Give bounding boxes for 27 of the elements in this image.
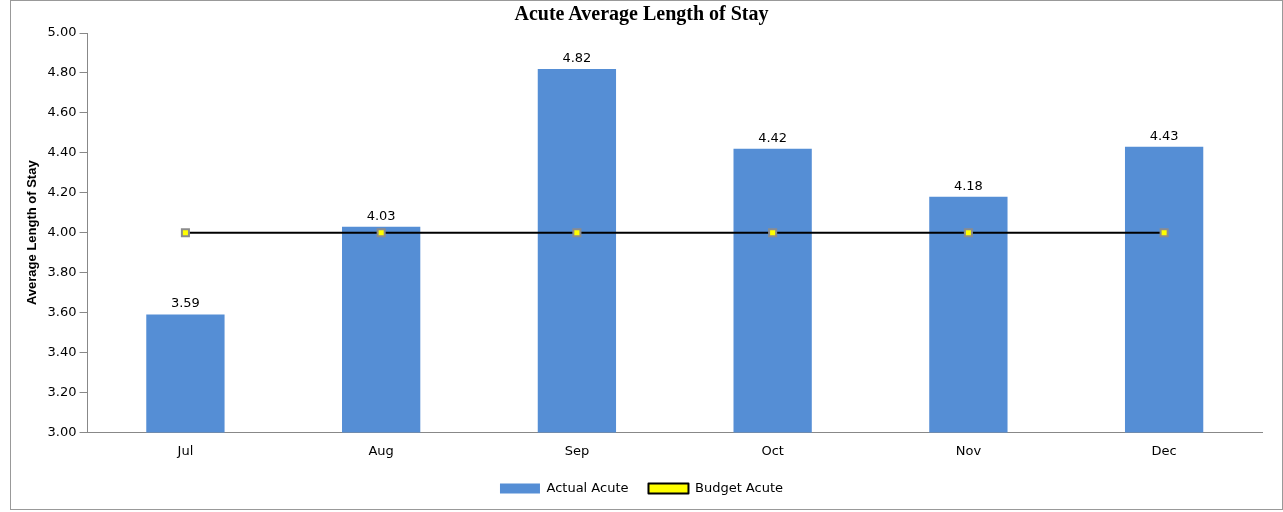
legend-label: Budget Acute: [694, 479, 784, 495]
x-tick-label: Sep: [564, 442, 590, 458]
y-axis-title: Average Length of Stay: [24, 159, 40, 306]
y-tick-label: 3.60: [47, 303, 77, 319]
x-tick-label: Nov: [955, 442, 982, 458]
data-label: 4.42: [758, 129, 788, 145]
y-tick-label: 4.80: [47, 64, 77, 80]
data-label: 4.03: [366, 207, 396, 223]
y-tick-label: 3.00: [47, 423, 77, 439]
y-tick-label: 4.60: [47, 104, 77, 120]
data-label: 4.43: [1149, 127, 1179, 143]
chart-title: Acute Average Length of Stay: [514, 2, 769, 26]
x-tick-label: Dec: [1151, 442, 1177, 458]
x-tick-label: Jul: [176, 442, 194, 458]
data-label: 4.18: [953, 177, 983, 193]
y-tick-label: 3.40: [47, 343, 77, 359]
data-label: 4.82: [562, 49, 592, 65]
x-tick-label: Oct: [761, 442, 784, 458]
x-tick-label: Aug: [368, 442, 394, 458]
y-tick-label: 4.00: [47, 224, 77, 240]
y-tick-label: 4.40: [47, 144, 77, 160]
data-label: 3.59: [170, 295, 200, 311]
legend-label: Actual Acute: [546, 479, 629, 495]
y-tick-label: 3.20: [47, 383, 77, 399]
y-tick-label: 4.20: [47, 184, 77, 200]
y-tick-label: 5.00: [47, 24, 77, 40]
y-tick-label: 3.80: [47, 264, 77, 280]
